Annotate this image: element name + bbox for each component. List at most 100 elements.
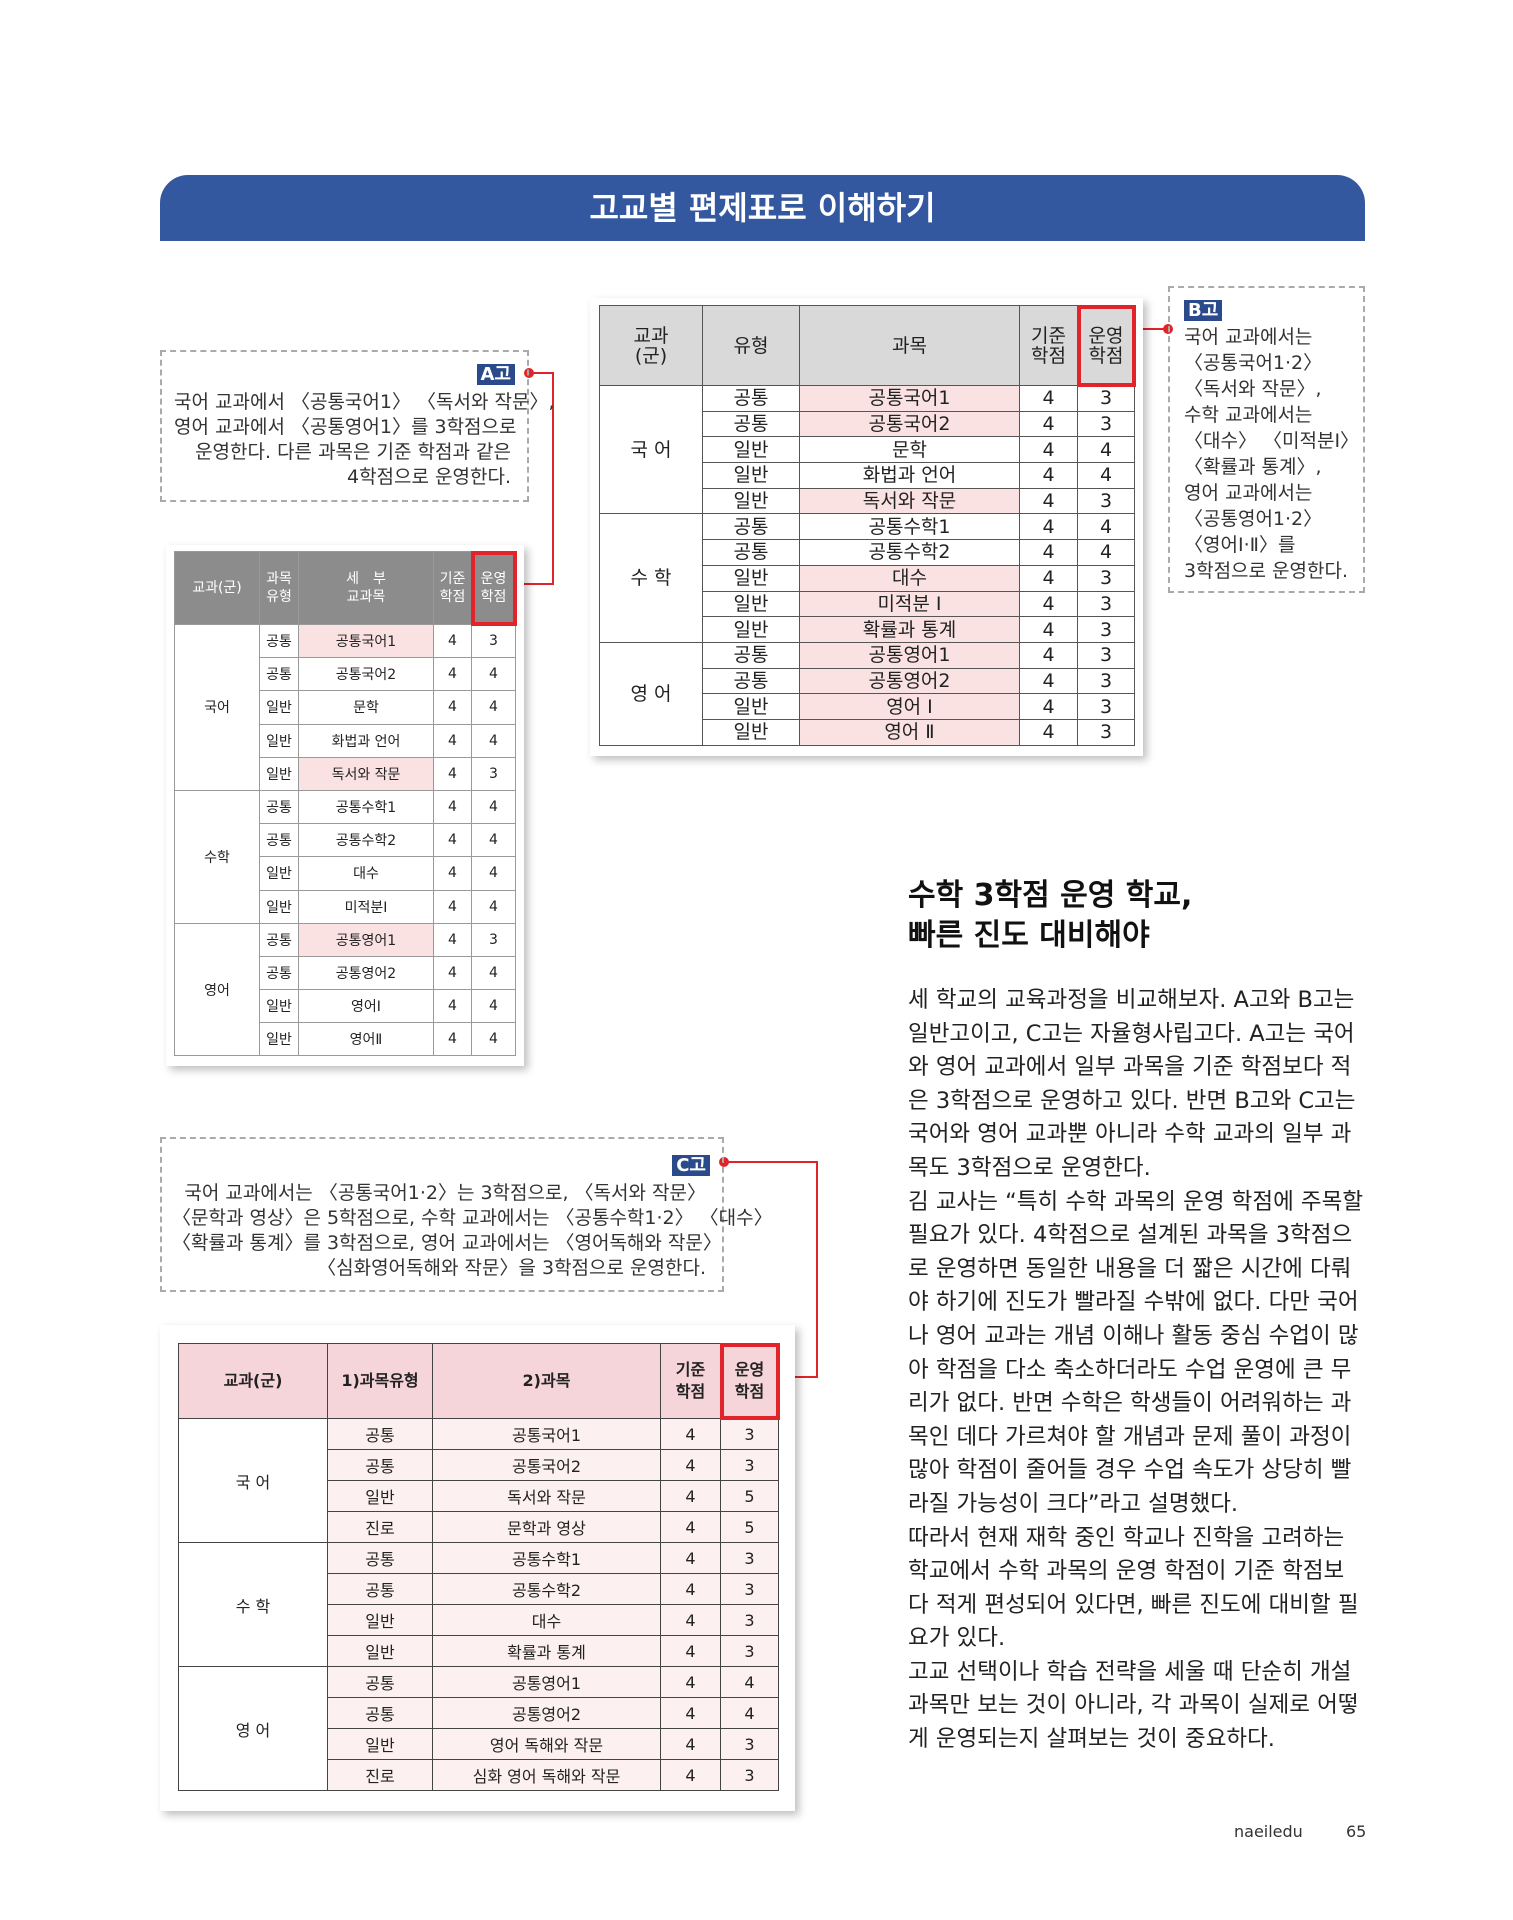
row: 영 어 공통 공통영어1 4 4 bbox=[178, 1666, 779, 1791]
base-credit-cell: 4 bbox=[433, 623, 472, 659]
row: 진로 심화 영어 독해와 작문 4 3 bbox=[179, 1759, 779, 1791]
base-credit-cell: 4 bbox=[1019, 385, 1078, 412]
base-credit-cell: 4 bbox=[1019, 410, 1078, 438]
group-cell: 국 어 bbox=[599, 384, 703, 515]
base-credit-cell: 4 bbox=[1019, 487, 1078, 515]
base-credit-cell: 4 bbox=[660, 1728, 721, 1760]
subject-cell: 공통국어2 bbox=[298, 657, 434, 692]
op-credit-cell: 3 bbox=[1077, 641, 1135, 669]
article-line: 로 운영하면 동일한 내용을 더 짧은 시간에 다뤄 bbox=[908, 1255, 1352, 1282]
header-cell: 운영 학점 bbox=[470, 550, 517, 626]
op-credit-cell: 3 bbox=[471, 922, 516, 957]
type-cell: 일반 bbox=[259, 690, 299, 725]
op-credit-cell: 4 bbox=[471, 856, 516, 891]
type-cell: 공통 bbox=[259, 922, 299, 957]
op-credit-cell: 4 bbox=[720, 1697, 779, 1729]
type-cell: 일반 bbox=[702, 693, 800, 720]
op-credit-cell: 3 bbox=[1077, 693, 1135, 720]
base-credit-cell: 4 bbox=[433, 723, 472, 758]
row: 국 어 공통 공통국어1 4 3 bbox=[599, 384, 1135, 515]
op-credit-cell: 3 bbox=[471, 756, 516, 791]
article-line: 일반고이고, C고는 자율형사립고다. A고는 국어 bbox=[908, 1020, 1355, 1047]
article-line: 고교 선택이나 학습 전략을 세울 때 단순히 개설 bbox=[908, 1658, 1352, 1685]
article-line: 세 학교의 교육과정을 비교해보자. A고와 B고는 bbox=[908, 987, 1355, 1013]
op-credit-cell: 4 bbox=[471, 955, 516, 991]
subject-cell: 공통영어2 bbox=[799, 667, 1020, 695]
base-credit-cell: 4 bbox=[1019, 539, 1078, 566]
header-cell: 2)과목 bbox=[432, 1343, 661, 1419]
type-cell: 공통 bbox=[327, 1666, 433, 1698]
subject-cell: 문학 bbox=[298, 690, 434, 725]
article-line: 다 적게 편성되어 있다면, 빠른 진도에 대비할 필 bbox=[908, 1591, 1359, 1618]
op-credit-cell: 4 bbox=[471, 889, 516, 924]
type-cell: 공통 bbox=[327, 1697, 433, 1729]
row: 일반 대수 4 3 bbox=[600, 564, 1135, 592]
subject-cell: 공통영어1 bbox=[298, 922, 434, 957]
subject-cell: 공통국어1 bbox=[799, 385, 1020, 412]
row: 일반 화법과 언어 4 4 bbox=[175, 723, 516, 758]
type-cell: 일반 bbox=[259, 989, 299, 1024]
article-heading: 수학 3학점 운영 학교, bbox=[908, 878, 1193, 913]
row: 일반 미적분Ⅰ 4 4 bbox=[175, 889, 516, 924]
table-b: 교과 (군) 유형 과목 기준 학점 운영 학점 국 어 공통 공통국어1 4 3 공통 공통국어2 4… bbox=[590, 298, 1143, 756]
row: 수 학 공통 공통수학1 4 3 bbox=[178, 1542, 779, 1667]
article-line: 국어와 영어 교과뿐 아니라 수학 교과의 일부 과 bbox=[908, 1121, 1352, 1148]
type-cell: 공통 bbox=[327, 1573, 433, 1605]
base-credit-cell: 4 bbox=[1019, 513, 1078, 541]
row: 공통 공통영어2 4 4 bbox=[175, 955, 516, 991]
op-credit-cell: 4 bbox=[471, 789, 516, 825]
op-credit-cell: 4 bbox=[471, 657, 516, 692]
op-credit-cell: 3 bbox=[720, 1418, 779, 1450]
footer-brand: naeiledu bbox=[1234, 1822, 1303, 1841]
base-credit-cell: 4 bbox=[1019, 564, 1078, 592]
note-line: 〈심화영어독해와 작문〉을 3학점으로 운영한다. bbox=[317, 1257, 706, 1279]
note-line: 〈확률과 통계〉를 3학점으로, 영어 교과에서는 〈영어독해와 작문〉 bbox=[172, 1232, 722, 1254]
article-line: 따라서 현재 재학 중인 학교나 진학을 고려하는 bbox=[908, 1524, 1345, 1551]
base-credit-cell: 4 bbox=[433, 922, 472, 957]
subject-cell: 공통영어2 bbox=[298, 955, 434, 991]
op-credit-cell: 5 bbox=[720, 1480, 779, 1512]
base-credit-cell: 4 bbox=[1019, 436, 1078, 464]
note-tag: C고 bbox=[672, 1155, 710, 1176]
subject-cell: 공통수학1 bbox=[298, 789, 434, 825]
type-cell: 일반 bbox=[702, 462, 800, 489]
note-line: 3학점으로 운영한다. bbox=[1184, 560, 1349, 582]
base-credit-cell: 4 bbox=[433, 657, 472, 692]
row: 국 어 공통 공통국어1 4 3 bbox=[178, 1418, 779, 1543]
base-credit-cell: 4 bbox=[1019, 590, 1078, 618]
row: 일반 영어 독해와 작문 4 3 bbox=[179, 1728, 779, 1760]
type-cell: 일반 bbox=[259, 889, 299, 924]
subject-cell: 영어 Ⅱ bbox=[799, 718, 1020, 746]
type-cell: 공통 bbox=[259, 623, 299, 659]
group-cell: 수 학 bbox=[599, 513, 703, 643]
op-credit-cell: 3 bbox=[1077, 616, 1135, 643]
type-cell: 진로 bbox=[327, 1759, 433, 1791]
table-c: 교과(군) 1)과목유형 2)과목 기준 학점 운영 학점 국 어 공통 공통국어1 4 3 공통 공… bbox=[160, 1325, 795, 1811]
table: 교과(군) 과목 유형 세 부 교과목 기준 학점 운영 학점 국어 공통 공통국어1 4 3 공통… bbox=[174, 550, 517, 1057]
type-cell: 공통 bbox=[702, 539, 800, 566]
header-cell: 과목 bbox=[799, 305, 1020, 386]
type-cell: 공통 bbox=[259, 955, 299, 991]
note-line: 〈독서와 작문〉, bbox=[1184, 378, 1322, 400]
op-credit-cell: 3 bbox=[720, 1604, 779, 1636]
row: 공통 공통영어2 4 3 bbox=[600, 667, 1135, 695]
type-cell: 일반 bbox=[702, 590, 800, 618]
group-cell: 영 어 bbox=[178, 1666, 328, 1791]
header-cell: 세 부 교과목 bbox=[298, 551, 434, 625]
type-cell: 일반 bbox=[702, 436, 800, 464]
row: 일반 독서와 작문 4 5 bbox=[179, 1480, 779, 1512]
article-line: 필요가 있다. 4학점으로 설계된 과목을 3학점으 bbox=[908, 1222, 1353, 1249]
type-cell: 일반 bbox=[702, 487, 800, 515]
subject-cell: 대수 bbox=[298, 856, 434, 891]
type-cell: 일반 bbox=[327, 1604, 433, 1636]
subject-cell: 미적분Ⅰ bbox=[298, 889, 434, 924]
subject-cell: 공통수학2 bbox=[298, 823, 434, 858]
note-a: A고 국어 교과에서 〈공통국어1〉 〈독서와 작문〉, 영어 교과에서 〈공통영… bbox=[160, 350, 555, 502]
article-line: 목인 데다 가르쳐야 할 개념과 문제 풀이 과정이 bbox=[908, 1423, 1352, 1450]
group-cell: 수학 bbox=[174, 789, 260, 924]
note-line: 〈문학과 영상〉은 5학점으로, 수학 교과에서는 〈공통수학1·2〉 〈대수〉 bbox=[172, 1207, 773, 1229]
article-line: 요가 있다. bbox=[908, 1625, 1006, 1652]
row: 진로 문학과 영상 4 5 bbox=[179, 1511, 779, 1543]
note-tag: A고 bbox=[476, 364, 515, 385]
subject-cell: 미적분 Ⅰ bbox=[799, 590, 1020, 618]
